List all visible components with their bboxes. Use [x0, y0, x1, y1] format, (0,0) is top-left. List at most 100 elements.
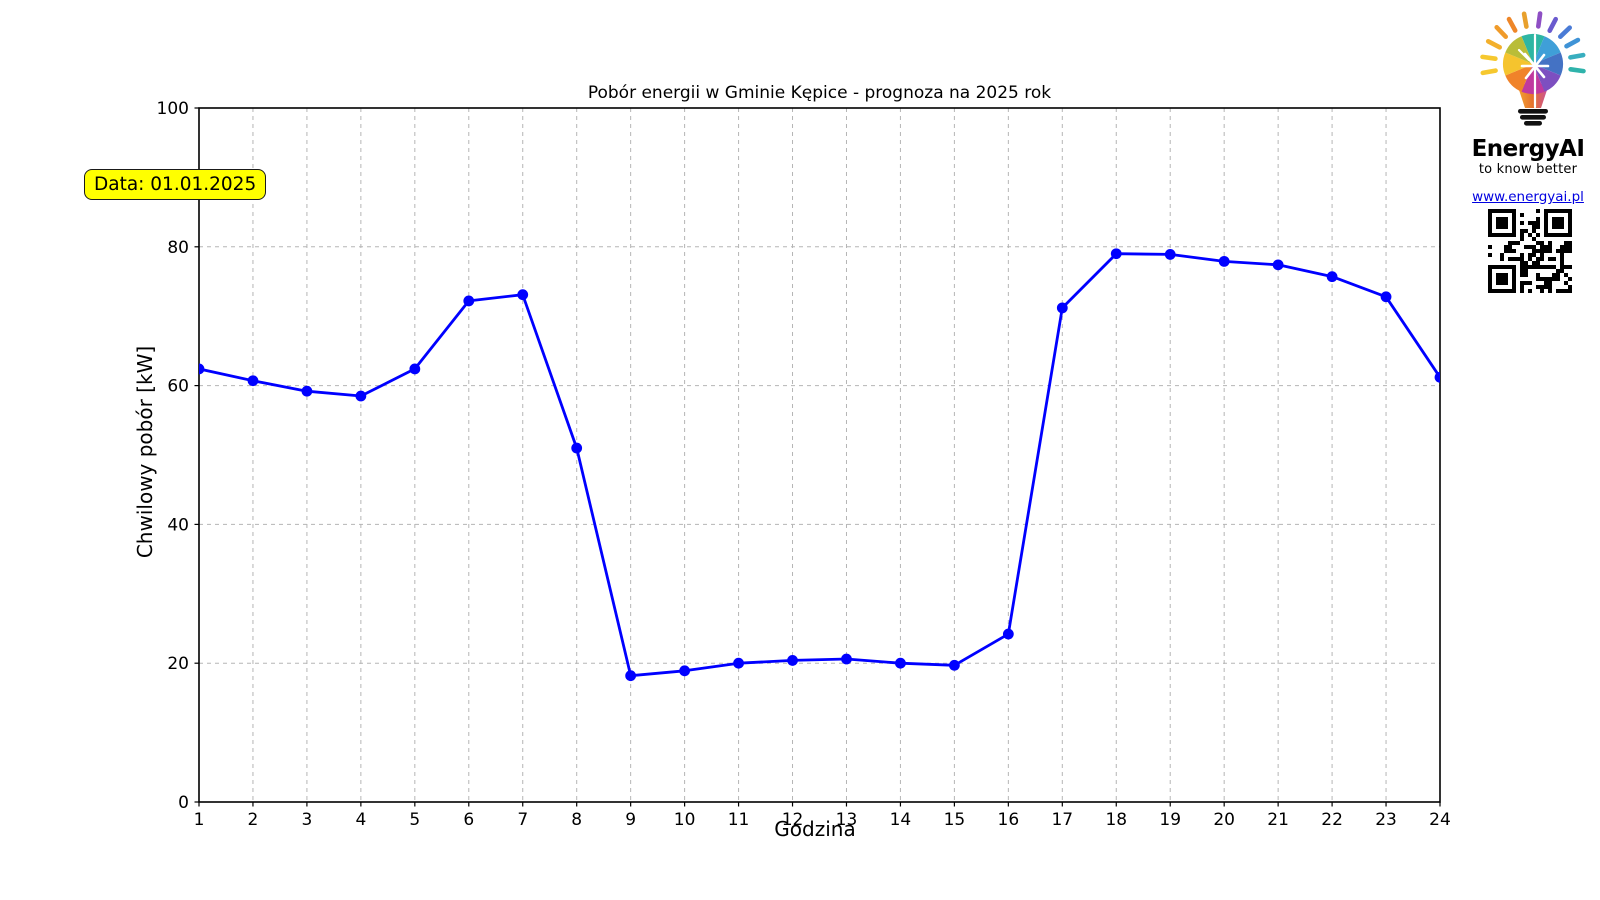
qr-module	[1492, 289, 1496, 293]
x-tick-label: 15	[944, 810, 966, 830]
qr-module	[1504, 281, 1508, 285]
qr-module	[1544, 213, 1548, 217]
qr-module	[1508, 245, 1512, 249]
qr-module	[1564, 281, 1568, 285]
qr-module	[1504, 265, 1508, 269]
data-point	[1326, 271, 1338, 283]
qr-module	[1488, 233, 1492, 237]
qr-module	[1564, 209, 1568, 213]
data-point	[517, 289, 529, 301]
qr-module	[1548, 233, 1552, 237]
x-tick-label: 11	[728, 810, 750, 830]
qr-module	[1548, 241, 1552, 245]
qr-module	[1500, 209, 1504, 213]
qr-module	[1568, 241, 1572, 245]
qr-module	[1500, 233, 1504, 237]
qr-module	[1488, 289, 1492, 293]
x-tick-label: 9	[625, 810, 636, 830]
qr-module	[1552, 257, 1556, 261]
qr-module	[1508, 249, 1512, 253]
qr-module	[1552, 273, 1556, 277]
qr-module	[1504, 273, 1508, 277]
qr-module	[1560, 233, 1564, 237]
grid-lines	[199, 108, 1440, 802]
data-point	[247, 375, 259, 387]
qr-module	[1496, 277, 1500, 281]
brand-url-link[interactable]: www.energyai.pl	[1472, 189, 1584, 205]
qr-module	[1560, 269, 1564, 273]
qr-module	[1552, 225, 1556, 229]
qr-module	[1496, 209, 1500, 213]
qr-module	[1524, 281, 1528, 285]
qr-module	[1504, 225, 1508, 229]
qr-module	[1564, 289, 1568, 293]
data-point	[895, 657, 906, 669]
qr-module	[1496, 289, 1500, 293]
qr-module	[1544, 281, 1548, 285]
qr-module	[1568, 277, 1572, 281]
qr-module	[1512, 285, 1516, 289]
qr-module	[1508, 233, 1512, 237]
qr-module	[1536, 257, 1540, 261]
qr-module	[1548, 277, 1552, 281]
qr-module	[1512, 229, 1516, 233]
qr-module	[1536, 221, 1540, 225]
qr-module	[1512, 213, 1516, 217]
qr-module	[1504, 249, 1508, 253]
qr-module	[1536, 277, 1540, 281]
data-point	[1056, 302, 1068, 314]
qr-module	[1548, 245, 1552, 249]
qr-module	[1532, 253, 1536, 257]
data-point	[1434, 371, 1440, 383]
qr-module	[1504, 277, 1508, 281]
qr-module	[1520, 253, 1524, 257]
qr-module	[1548, 209, 1552, 213]
x-tick-label: 19	[1159, 810, 1181, 830]
qr-module	[1536, 273, 1540, 277]
qr-module	[1528, 245, 1532, 249]
plot-frame	[198, 107, 1441, 803]
qr-module	[1560, 261, 1564, 265]
qr-module	[1548, 281, 1552, 285]
qr-module	[1508, 209, 1512, 213]
x-tick-label: 23	[1375, 810, 1397, 830]
qr-module	[1492, 265, 1496, 269]
qr-module	[1548, 249, 1552, 253]
qr-module	[1488, 229, 1492, 233]
chart-title: Pobór energii w Gminie Kępice - prognoza…	[587, 83, 1052, 103]
qr-module	[1556, 289, 1560, 293]
qr-module	[1488, 277, 1492, 281]
qr-module	[1496, 221, 1500, 225]
qr-module	[1520, 265, 1524, 269]
qr-module	[1504, 245, 1508, 249]
x-tick-label: 16	[998, 810, 1020, 830]
series-group	[199, 248, 1440, 682]
qr-module	[1512, 221, 1516, 225]
qr-module	[1500, 221, 1504, 225]
qr-module	[1540, 257, 1544, 261]
x-tick-label: 14	[890, 810, 912, 830]
qr-module	[1564, 245, 1568, 249]
qr-module	[1564, 241, 1568, 245]
qr-module	[1544, 229, 1548, 233]
data-point	[355, 390, 367, 402]
qr-module	[1496, 233, 1500, 237]
y-axis-label: Chwilowy pobór [kW]	[133, 345, 157, 559]
qr-module	[1556, 273, 1560, 277]
qr-module	[1552, 233, 1556, 237]
qr-module	[1524, 245, 1528, 249]
qr-module	[1532, 265, 1536, 269]
x-tick-label: 24	[1429, 810, 1451, 830]
data-point	[301, 385, 313, 397]
qr-module	[1540, 289, 1544, 293]
qr-module	[1524, 265, 1528, 269]
tick-labels: 1 2 3 4 5 6 7 8 9 10 11 12 13 14 15 16 17 18 19 20 21 22 23 240…	[157, 99, 1451, 830]
qr-module	[1512, 241, 1516, 245]
brand-tagline: to know better	[1478, 162, 1578, 177]
qr-module	[1500, 277, 1504, 281]
qr-module	[1568, 209, 1572, 213]
x-tick-label: 17	[1051, 810, 1073, 830]
qr-module	[1548, 257, 1552, 261]
qr-module	[1540, 245, 1544, 249]
qr-module	[1568, 285, 1572, 289]
